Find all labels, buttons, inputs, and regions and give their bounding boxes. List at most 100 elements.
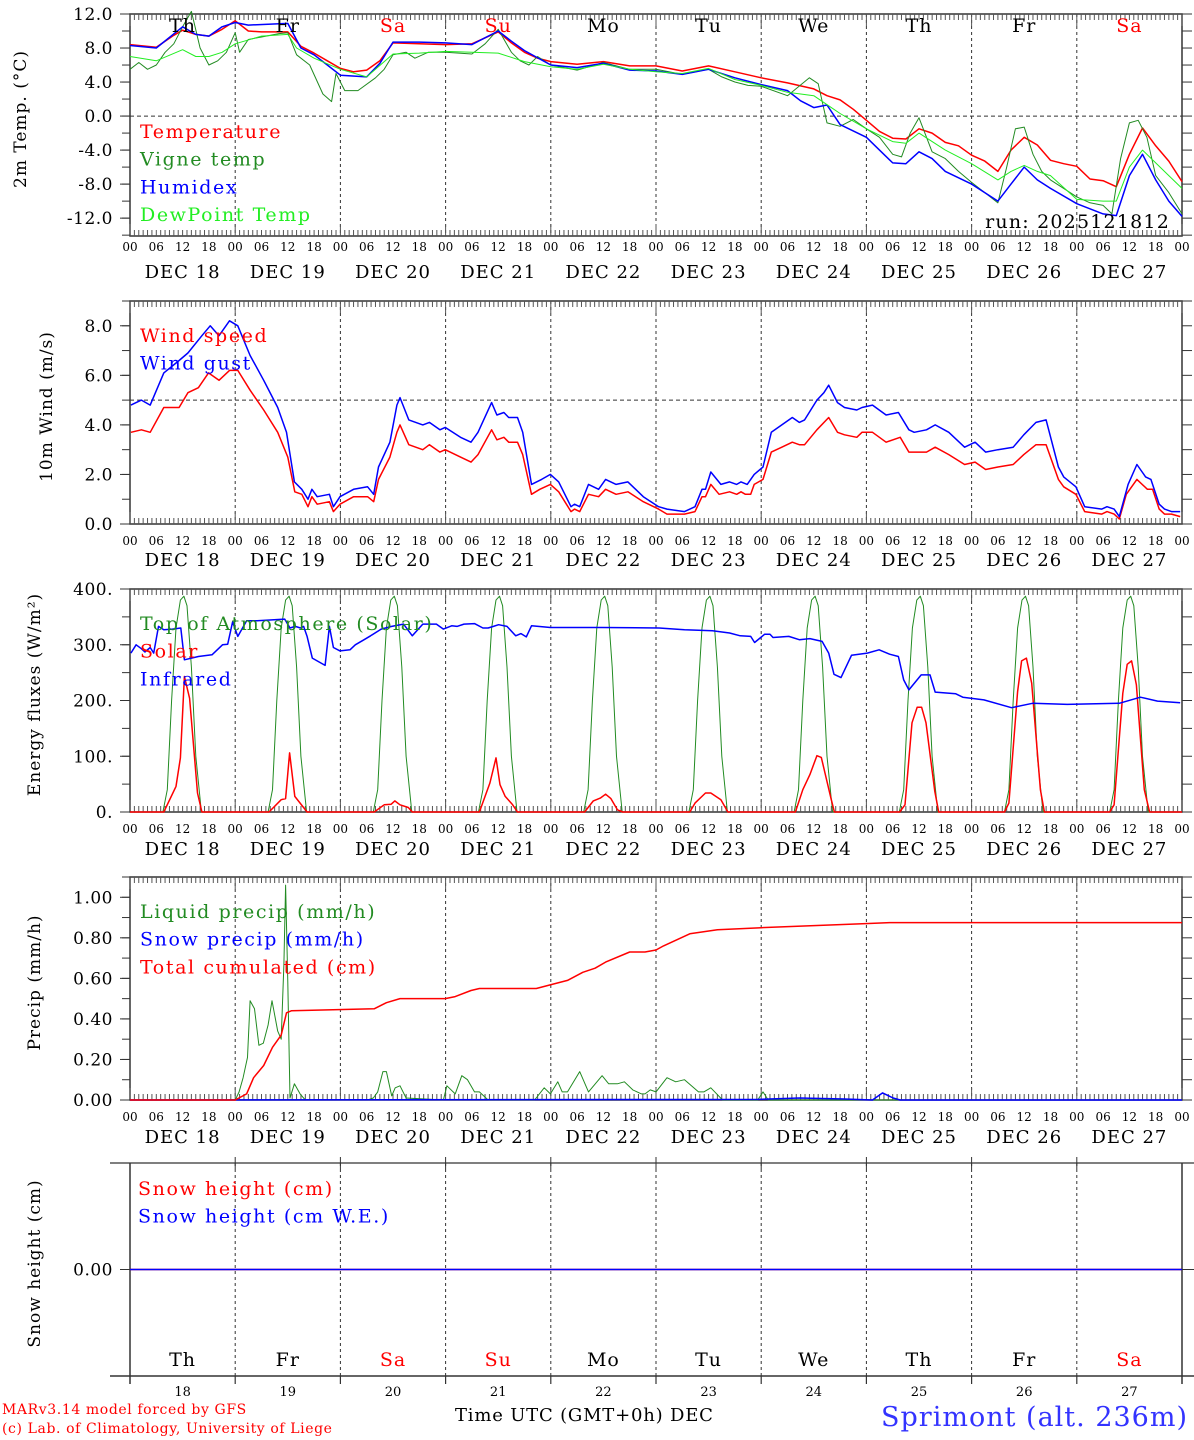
- hour-tick-label: 06: [1095, 240, 1110, 254]
- date-label: DEC 27: [1091, 262, 1167, 283]
- hour-tick-label: 06: [569, 240, 584, 254]
- date-label: DEC 26: [986, 1127, 1062, 1148]
- hour-tick-label: 00: [964, 1110, 979, 1124]
- hour-tick-label: 00: [543, 240, 558, 254]
- hour-tick-label: 12: [596, 1110, 611, 1124]
- hour-tick-label: 12: [491, 240, 506, 254]
- hour-tick-label: 12: [385, 240, 400, 254]
- y-tick-label: 0.60: [73, 969, 113, 989]
- weekday-label: Th: [169, 1349, 196, 1371]
- date-label: DEC 19: [250, 839, 326, 860]
- date-label: DEC 24: [776, 550, 852, 571]
- panel-5: [110, 1157, 1194, 1384]
- hour-tick-label: 06: [149, 240, 164, 254]
- hour-tick-label: 12: [911, 822, 926, 836]
- y-tick-label: 0.0: [84, 107, 113, 127]
- legend-entry: Vigne temp: [139, 149, 266, 171]
- date-label: DEC 26: [986, 262, 1062, 283]
- date-label: DEC 21: [460, 839, 536, 860]
- hour-tick-label: 06: [569, 534, 584, 548]
- hour-tick-label: 18: [1148, 822, 1163, 836]
- hour-tick-label: 18: [201, 1110, 216, 1124]
- day-number-label: 27: [1121, 1385, 1138, 1400]
- lab-credit: (c) Lab. of Climatology, University of L…: [2, 1421, 333, 1437]
- y-tick-label: 2.0: [84, 465, 113, 485]
- hour-tick-label: 18: [1148, 1110, 1163, 1124]
- hour-tick-label: 00: [438, 534, 453, 548]
- hour-tick-label: 06: [359, 1110, 374, 1124]
- hour-tick-label: 06: [149, 1110, 164, 1124]
- y-tick-label: 0.80: [73, 929, 113, 949]
- hour-tick-label: 00: [228, 240, 243, 254]
- hour-tick-label: 00: [1174, 240, 1189, 254]
- hour-tick-label: 06: [885, 534, 900, 548]
- legend-entry: DewPoint Temp: [140, 204, 312, 226]
- y-tick-label: -8.0: [78, 175, 113, 195]
- hour-tick-label: 12: [175, 822, 190, 836]
- y-tick-label: 8.0: [84, 39, 113, 59]
- hour-tick-label: 06: [675, 822, 690, 836]
- day-number-label: 19: [280, 1385, 297, 1400]
- hour-tick-label: 18: [412, 534, 427, 548]
- date-label: DEC 24: [776, 839, 852, 860]
- hour-tick-label: 06: [359, 534, 374, 548]
- hour-tick-label: 18: [622, 822, 637, 836]
- y-axis-label: 10m Wind (m/s): [37, 331, 57, 482]
- hour-tick-label: 00: [122, 822, 137, 836]
- hour-tick-label: 18: [517, 822, 532, 836]
- hour-tick-label: 00: [1069, 822, 1084, 836]
- hour-tick-label: 00: [1069, 534, 1084, 548]
- hour-tick-label: 06: [675, 534, 690, 548]
- y-tick-label: 6.0: [84, 366, 113, 386]
- hour-tick-label: 18: [1148, 534, 1163, 548]
- y-tick-label: 4.0: [84, 73, 113, 93]
- date-label: DEC 22: [565, 1127, 641, 1148]
- y-tick-label: 100.: [73, 747, 113, 767]
- weekday-label: Su: [485, 15, 512, 37]
- hour-tick-label: 12: [1017, 1110, 1032, 1124]
- y-tick-label: 0.: [96, 803, 113, 823]
- weekday-label: Th: [906, 1349, 933, 1371]
- legend-entry: Wind speed: [140, 325, 268, 347]
- weekday-label: Tu: [695, 1349, 722, 1371]
- date-label: DEC 25: [881, 1127, 957, 1148]
- hour-tick-label: 12: [491, 1110, 506, 1124]
- date-label: DEC 21: [460, 262, 536, 283]
- day-number-label: 20: [385, 1385, 402, 1400]
- y-tick-label: 0.00: [73, 1091, 113, 1111]
- weekday-label: We: [798, 1349, 829, 1371]
- hour-tick-label: 12: [806, 822, 821, 836]
- hour-tick-label: 18: [1148, 240, 1163, 254]
- hour-tick-label: 12: [1122, 822, 1137, 836]
- hour-tick-label: 18: [201, 822, 216, 836]
- series-line-dewpoint-temp: [129, 33, 1183, 202]
- hour-tick-label: 00: [754, 534, 769, 548]
- hour-tick-label: 00: [438, 240, 453, 254]
- hour-tick-label: 00: [754, 822, 769, 836]
- hour-tick-label: 00: [648, 1110, 663, 1124]
- weekday-label: Sa: [1116, 15, 1142, 37]
- hour-tick-label: 12: [701, 240, 716, 254]
- hour-tick-label: 18: [201, 534, 216, 548]
- hour-tick-label: 18: [727, 822, 742, 836]
- date-label: DEC 20: [355, 839, 431, 860]
- hour-tick-label: 12: [175, 534, 190, 548]
- hour-tick-label: 00: [122, 240, 137, 254]
- series-line-wind-speed: [130, 369, 1181, 520]
- hour-tick-label: 06: [780, 822, 795, 836]
- hour-tick-label: 12: [596, 240, 611, 254]
- y-tick-label: 4.0: [84, 416, 113, 436]
- legend-entry: Wind gust: [140, 353, 252, 375]
- hour-tick-label: 00: [333, 1110, 348, 1124]
- weekday-label: Sa: [380, 15, 406, 37]
- hour-tick-label: 18: [412, 822, 427, 836]
- day-number-label: 23: [700, 1385, 717, 1400]
- legend-entry: Solar: [140, 641, 199, 663]
- hour-tick-label: 18: [938, 534, 953, 548]
- hour-tick-label: 18: [201, 240, 216, 254]
- hour-tick-label: 12: [491, 822, 506, 836]
- hour-tick-label: 06: [780, 534, 795, 548]
- hour-tick-label: 06: [885, 240, 900, 254]
- hour-tick-label: 00: [1069, 240, 1084, 254]
- hour-tick-label: 18: [727, 534, 742, 548]
